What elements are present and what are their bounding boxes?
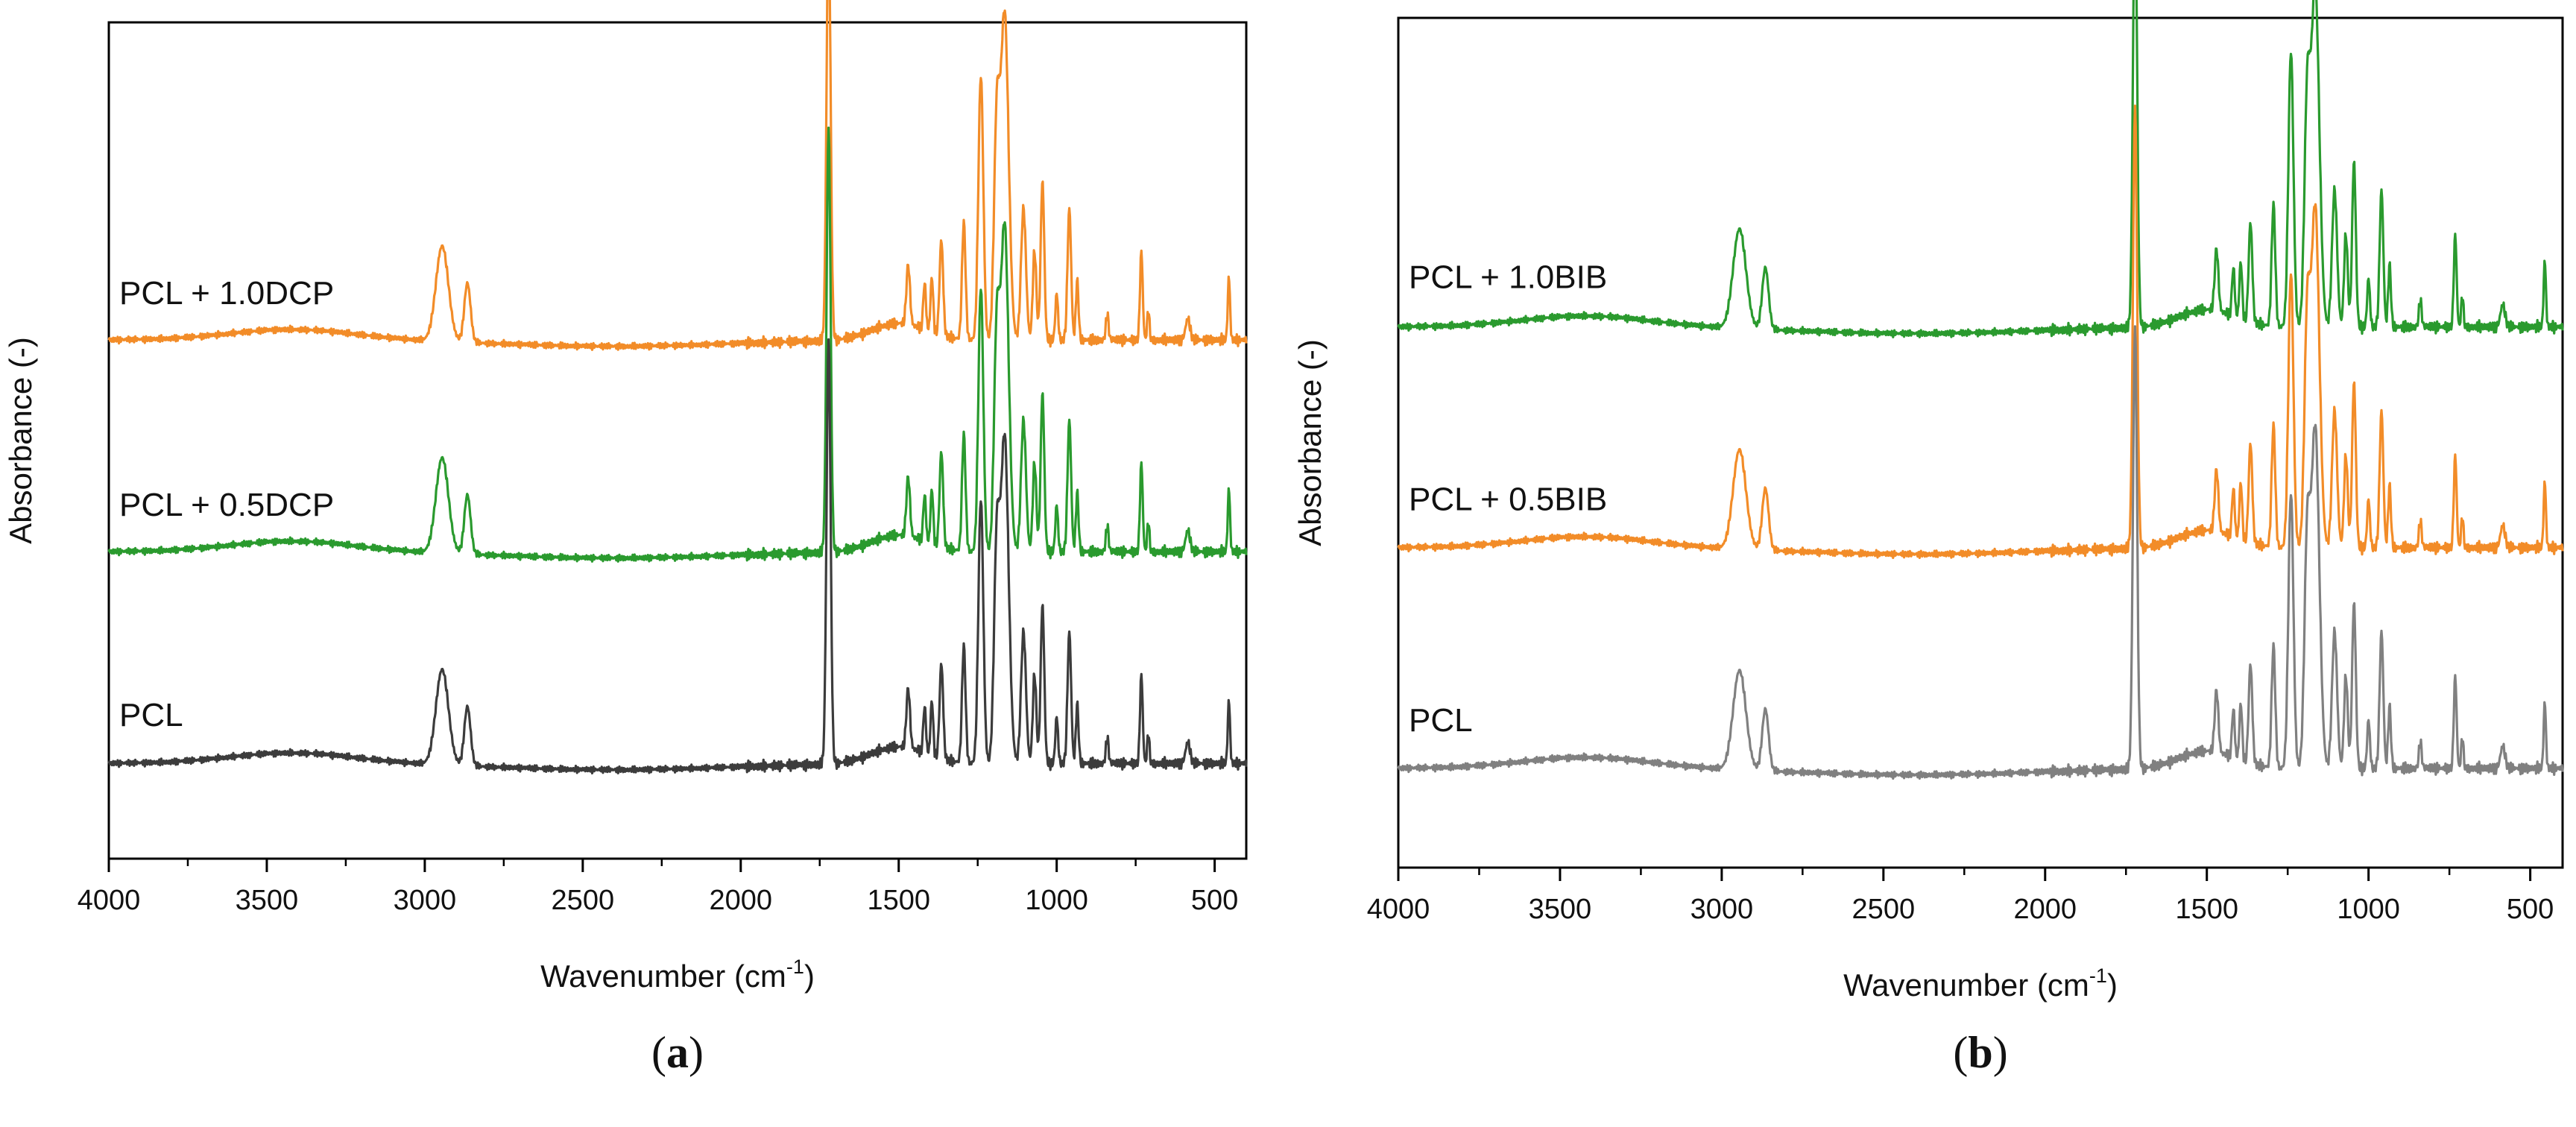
panel-b: 4000 3500 3000 2500 2000 1500 1000 500 Wavenumbe… <box>1292 0 2564 1077</box>
x-tick-label: 4000 <box>1367 894 1430 925</box>
x-tick-label: 3500 <box>236 885 299 916</box>
y-axis-label: Absorbance (-) <box>3 337 38 544</box>
series-label: PCL + 1.0BIB <box>1409 259 1607 296</box>
series-label: PCL + 0.5DCP <box>119 487 334 523</box>
panel-a: 4000 3500 3000 2500 2000 1500 1000 500 Wavenumbe… <box>3 0 1248 1077</box>
x-tick-label: 3500 <box>1529 894 1592 925</box>
y-axis-label: Absorbance (-) <box>1292 339 1328 546</box>
x-tick-label: 2000 <box>2014 894 2077 925</box>
plot-frame <box>1397 16 2564 869</box>
x-tick-label: 2500 <box>552 885 615 916</box>
x-tick-label: 1000 <box>2337 894 2400 925</box>
series-line-pcl-1-0dcp <box>107 0 1248 351</box>
series-line-pcl <box>1397 325 2564 780</box>
series-label: PCL <box>119 697 183 733</box>
x-tick-label: 1500 <box>867 885 930 916</box>
x-tick-label: 1000 <box>1025 885 1088 916</box>
x-tick-label: 4000 <box>78 885 141 916</box>
x-axis-label: Wavenumber (cm-1) <box>1843 965 2118 1003</box>
x-tick-label: 3000 <box>1690 894 1754 925</box>
series-label: PCL <box>1409 702 1473 739</box>
series-line-pcl <box>107 338 1248 774</box>
panel-label: (a) <box>651 1028 704 1077</box>
x-tick-label: 500 <box>1191 885 1238 916</box>
plot-frame <box>107 21 1248 860</box>
series-label: PCL + 1.0DCP <box>119 275 334 312</box>
x-tick-label: 2500 <box>1852 894 1916 925</box>
x-tick-label: 2000 <box>710 885 773 916</box>
series-line-pcl-0-5dcp <box>107 126 1248 563</box>
x-tick-label: 3000 <box>394 885 457 916</box>
series-line-pcl-1-0bib <box>1397 0 2564 338</box>
series-line-pcl-0-5bib <box>1397 104 2564 559</box>
x-tick-label: 500 <box>2507 894 2554 925</box>
panel-label: (b) <box>1953 1028 2007 1077</box>
x-axis-label: Wavenumber (cm-1) <box>540 956 815 994</box>
x-tick-label: 1500 <box>2175 894 2238 925</box>
series-label: PCL + 0.5BIB <box>1409 482 1607 518</box>
